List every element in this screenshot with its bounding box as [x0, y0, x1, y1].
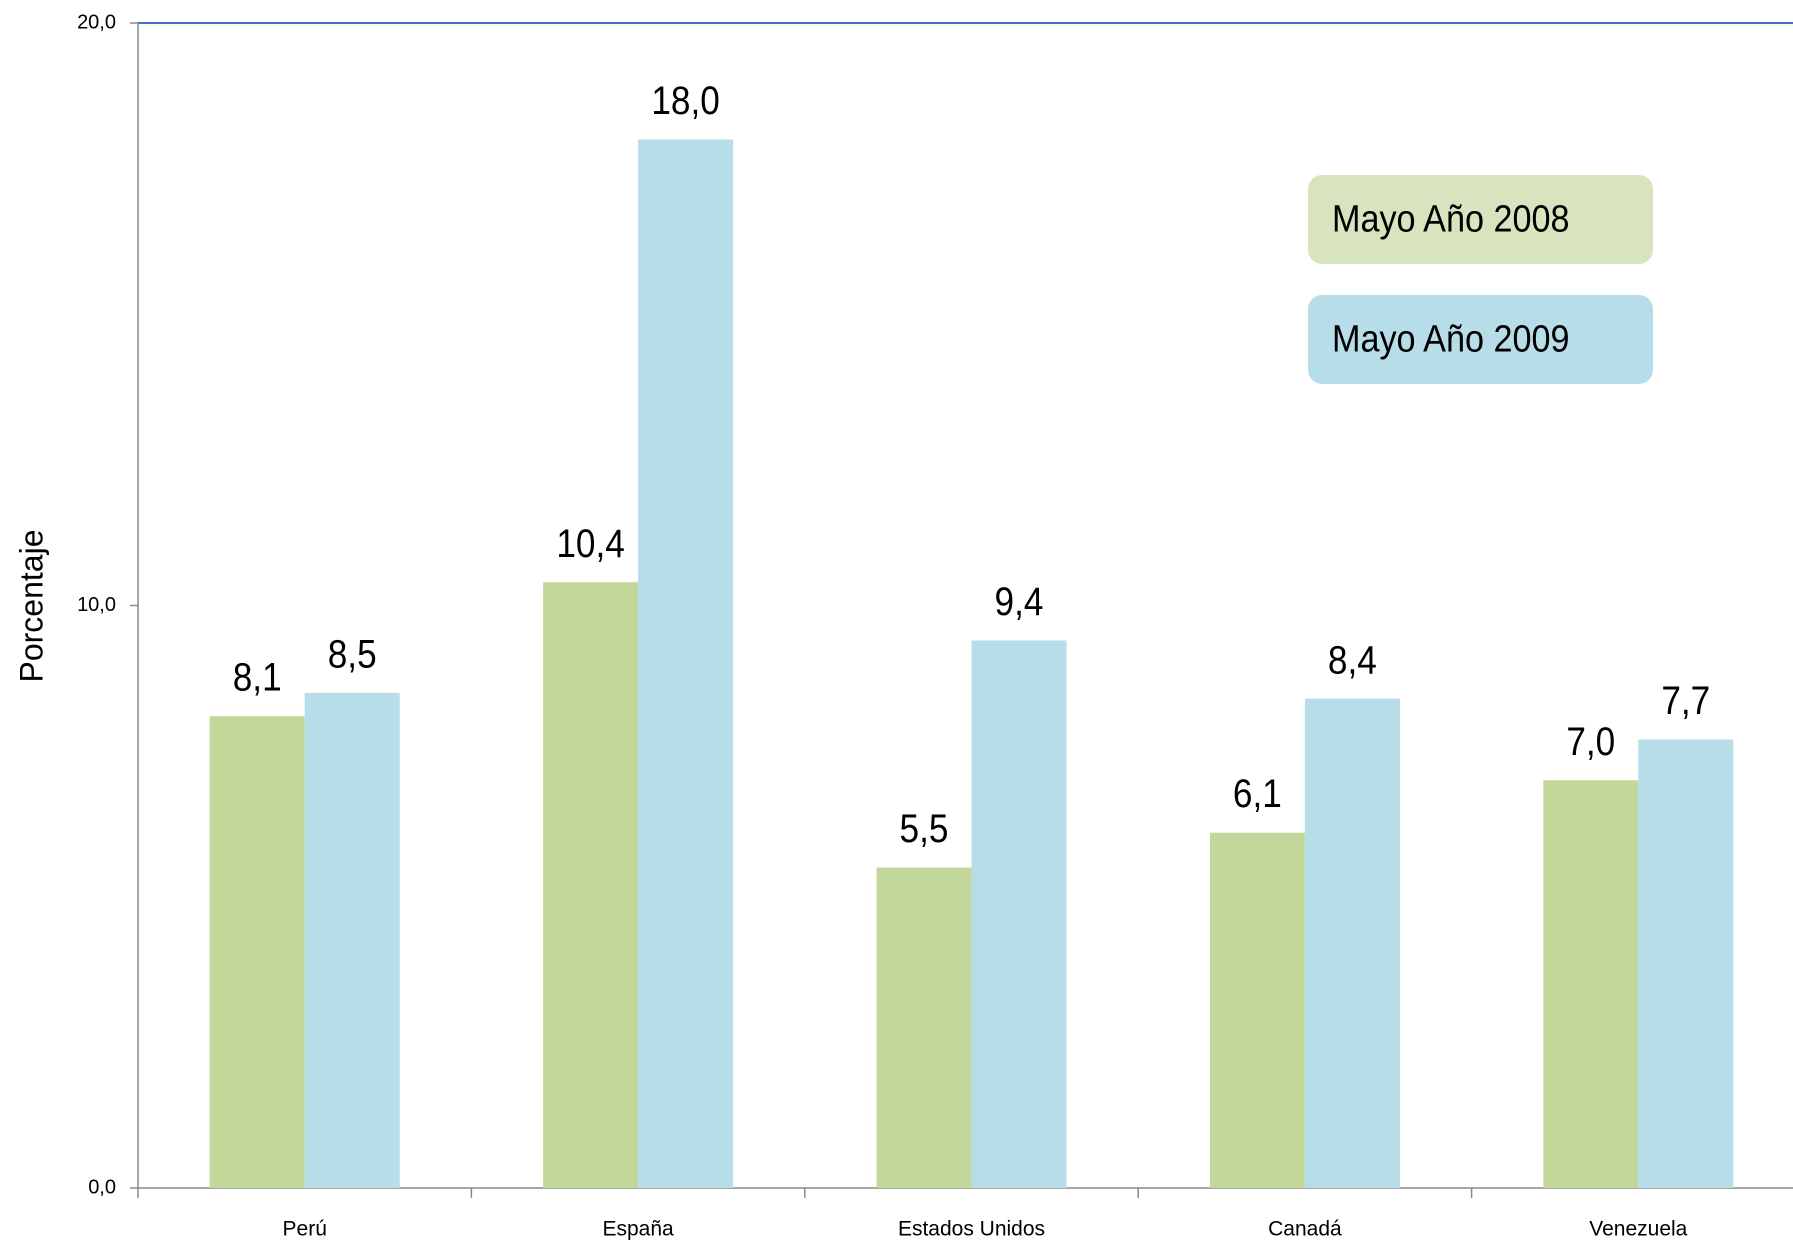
- value-label: 10,4: [556, 521, 624, 566]
- y-tick-label: 0,0: [88, 1176, 116, 1198]
- x-tick-label: Canadá: [1268, 1218, 1342, 1241]
- value-label: 8,4: [1328, 637, 1377, 682]
- bar: [1543, 780, 1639, 1188]
- value-label: 5,5: [900, 806, 949, 851]
- bar: [543, 582, 639, 1188]
- bar: [209, 716, 305, 1188]
- legend-box: [1308, 175, 1653, 264]
- x-tick-label: España: [602, 1218, 674, 1241]
- value-label: 7,7: [1661, 678, 1710, 723]
- value-label: 18,0: [651, 78, 719, 123]
- value-label: 9,4: [995, 579, 1044, 624]
- y-tick-label: 20,0: [77, 11, 116, 33]
- x-tick-label: Perú: [283, 1218, 327, 1241]
- legend-box: [1308, 295, 1653, 384]
- x-tick-label: Estados Unidos: [898, 1218, 1045, 1241]
- bar: [876, 867, 972, 1188]
- value-label: 8,1: [233, 655, 282, 700]
- value-label: 6,1: [1233, 771, 1282, 816]
- bar: [971, 640, 1067, 1188]
- bar: [304, 692, 400, 1188]
- value-label: 7,0: [1566, 719, 1615, 764]
- legend-label: Mayo Año 2009: [1332, 317, 1570, 360]
- x-tick-label: Venezuela: [1589, 1218, 1687, 1241]
- y-axis-label: Porcentaje: [13, 530, 49, 683]
- y-tick-label: 10,0: [77, 594, 116, 616]
- bar: [1209, 832, 1305, 1188]
- bar: [1304, 698, 1400, 1188]
- bar: [638, 139, 734, 1188]
- value-label: 8,5: [328, 631, 377, 676]
- bar: [1638, 739, 1734, 1188]
- legend-label: Mayo Año 2008: [1332, 197, 1570, 240]
